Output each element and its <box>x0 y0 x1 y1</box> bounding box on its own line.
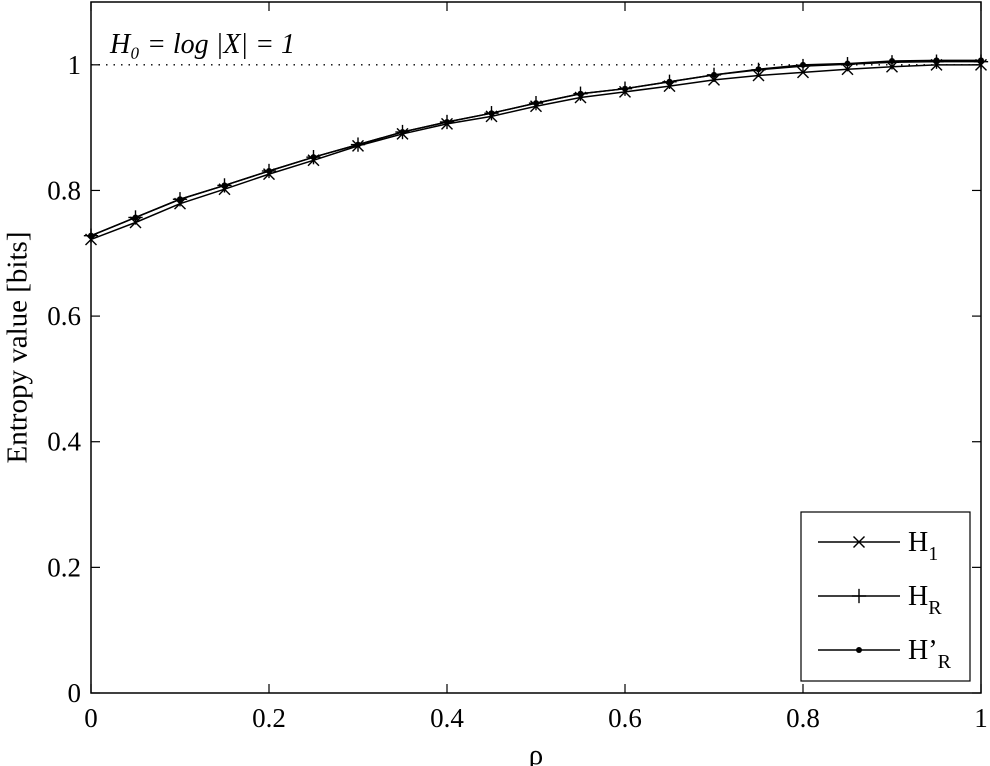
data-point <box>488 110 495 117</box>
plot-frame <box>90 1 982 694</box>
reference-line-annotation: H₀ = log |X| = 1 <box>109 29 295 60</box>
data-point <box>399 129 406 136</box>
legend-entry: HR <box>818 581 942 619</box>
y-tick-label: 1 <box>68 50 82 80</box>
legend-label: H’R <box>908 635 952 673</box>
y-tick-label: 0 <box>68 678 82 708</box>
series-hr-prime <box>88 57 984 239</box>
data-point <box>755 66 762 73</box>
x-tick-label: 0 <box>84 703 98 733</box>
ticks-layer: 0 0.2 0.4 0.6 0.8 1 0 0.2 0.4 0.6 0.8 1 <box>47 2 988 733</box>
legend-entry: H’R <box>818 635 952 673</box>
y-tick-label: 0.2 <box>47 552 81 582</box>
data-point <box>666 78 673 85</box>
legend-marker <box>853 536 865 548</box>
legend-entry: H1 <box>818 527 938 565</box>
series-line <box>90 64 981 241</box>
legend-label: HR <box>908 581 942 619</box>
series-hr <box>83 54 989 243</box>
x-tick-label: 0.2 <box>252 703 286 733</box>
y-tick-label: 0.8 <box>47 175 81 205</box>
legend-marker <box>856 647 862 653</box>
data-point <box>132 214 139 221</box>
x-tick-label: 0.4 <box>430 703 464 733</box>
data-point <box>533 100 539 107</box>
legend-label-subscript: R <box>938 651 952 673</box>
legend-label-base: H <box>908 635 928 666</box>
x-tick-label: 0.8 <box>786 703 820 733</box>
legend-label-prime: ’ <box>928 635 937 666</box>
data-point <box>355 141 361 148</box>
y-tick-label: 0.6 <box>47 301 81 331</box>
data-point <box>711 71 717 78</box>
legend-label-subscript: 1 <box>928 543 938 565</box>
legend-label: H1 <box>908 527 938 565</box>
data-point <box>177 196 183 203</box>
data-point <box>889 58 895 65</box>
data-point <box>844 60 851 67</box>
y-axis-label: Entropy value [bits] <box>2 232 34 464</box>
y-tick-label: 0.4 <box>47 427 81 457</box>
data-point <box>800 61 806 68</box>
data-point <box>933 57 940 64</box>
legend-label-base: H <box>908 527 928 558</box>
series-h1 <box>85 58 987 246</box>
data-point <box>310 154 317 161</box>
x-axis-label: ρ <box>529 739 543 766</box>
x-tick-label: 0.6 <box>608 703 642 733</box>
series-line <box>90 59 981 237</box>
x-tick-label: 1 <box>974 703 988 733</box>
data-point <box>577 90 584 97</box>
legend-label-subscript: R <box>928 597 942 619</box>
data-point <box>444 118 450 125</box>
series-layer <box>83 54 989 246</box>
data-point <box>221 182 228 189</box>
data-point <box>622 85 628 92</box>
legend-label-base: H <box>908 581 928 612</box>
series-line <box>90 60 981 237</box>
data-point <box>266 167 272 174</box>
